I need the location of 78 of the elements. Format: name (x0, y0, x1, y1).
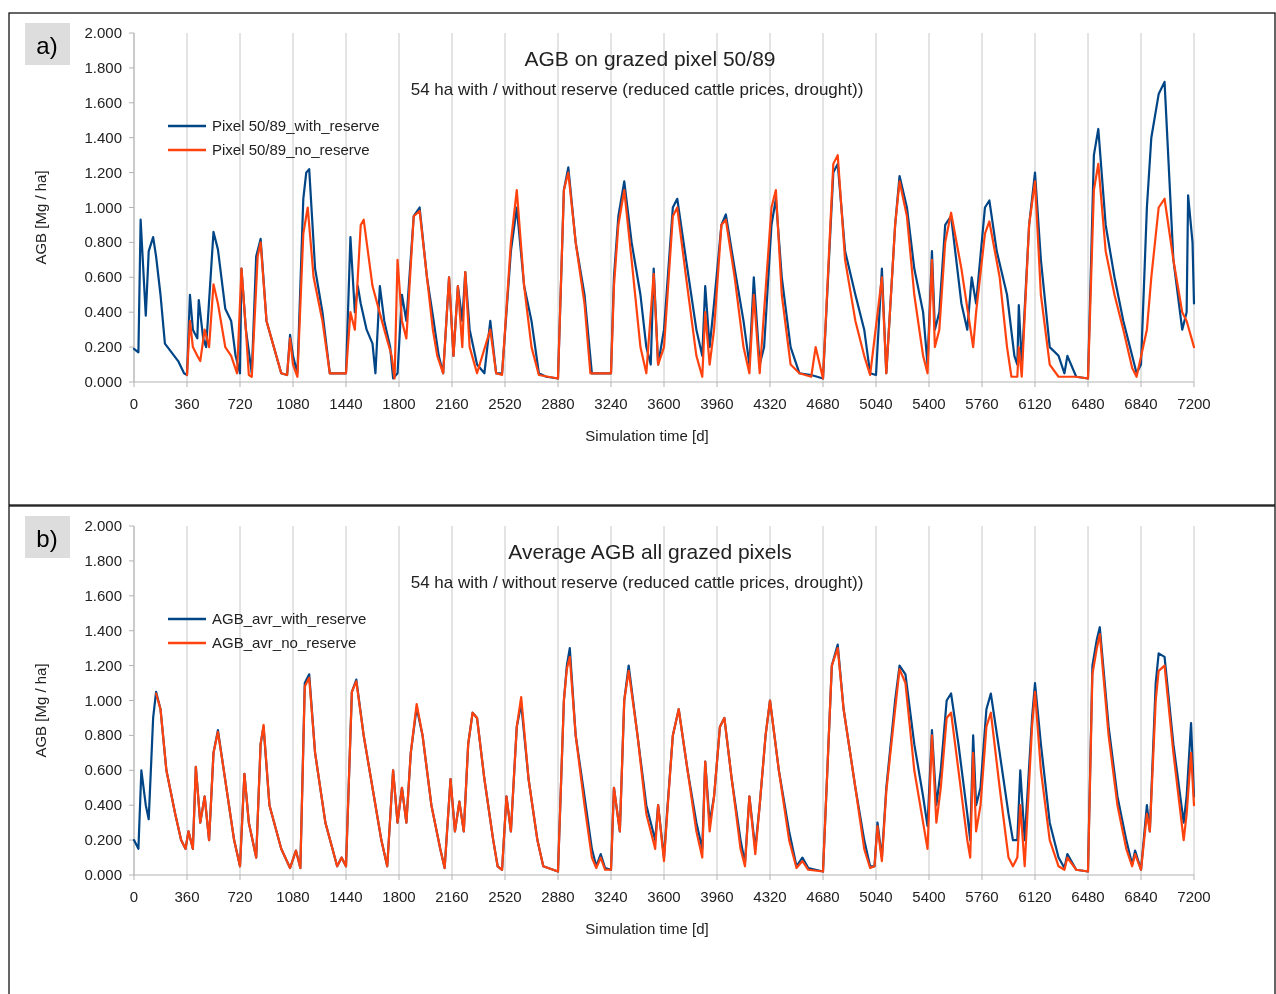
x-tick-label: 5760 (965, 888, 999, 905)
x-tick-label: 2160 (435, 888, 469, 905)
x-tick-label: 2520 (488, 888, 522, 905)
y-tick-label: 0.800 (84, 726, 122, 744)
x-tick-label: 1080 (276, 888, 310, 905)
y-axis-title: AGB [Mg / ha] (32, 663, 49, 758)
x-tick-label: 0 (129, 888, 139, 905)
y-tick-label: 1.200 (84, 656, 122, 674)
text: Average AGB all grazed pixels (508, 540, 792, 563)
x-tick-label: 2160 (435, 395, 469, 412)
x-tick-label: 3600 (647, 888, 681, 905)
x-tick-label: 3240 (594, 395, 628, 412)
y-tick-label: 1.800 (84, 58, 122, 76)
y-tick-label: 0.600 (84, 761, 122, 779)
x-tick-label: 4320 (753, 395, 787, 412)
x-tick-label: 7200 (1177, 395, 1211, 412)
x-tick-label: 5400 (912, 888, 946, 905)
x-tick-label: 2880 (541, 888, 575, 905)
y-tick-label: 0.000 (84, 373, 122, 390)
x-axis-title: Simulation time [d] (585, 427, 709, 444)
x-tick-label: 3600 (647, 395, 681, 412)
x-tick-label: 360 (174, 888, 200, 905)
x-tick-label: 5040 (859, 395, 893, 412)
x-tick-label: 6480 (1071, 395, 1105, 412)
x-tick-label: 5400 (912, 395, 946, 412)
x-tick-label: 6840 (1124, 395, 1158, 412)
y-tick-label: 1.600 (84, 586, 122, 604)
y-tick-label: 0.200 (84, 338, 122, 356)
x-tick-label: 4680 (806, 888, 840, 905)
y-tick-label: 0.400 (84, 796, 122, 814)
y-tick-label: 1.600 (84, 93, 122, 111)
y-tick-label: 1.400 (84, 128, 122, 146)
x-axis-title: Simulation time [d] (585, 920, 709, 937)
x-tick-label: 0 (129, 395, 139, 412)
y-tick-label: 1.000 (84, 691, 122, 709)
x-tick-label: 6480 (1071, 888, 1105, 905)
y-tick-label: 0.800 (84, 233, 122, 251)
y-tick-label: 1.400 (84, 621, 122, 639)
y-tick-label: 1.000 (84, 198, 122, 216)
y-tick-label: 0.600 (84, 268, 122, 286)
legend-label: AGB_avr_no_reserve (212, 634, 357, 651)
x-tick-label: 6120 (1018, 395, 1052, 412)
x-tick-label: 720 (227, 395, 253, 412)
x-tick-label: 2520 (488, 395, 522, 412)
legend-label: Pixel 50/89_with_reserve (212, 117, 380, 134)
x-tick-label: 4680 (806, 395, 840, 412)
text: 54 ha with / without reserve (reduced cattle prices, drought)) (410, 573, 864, 592)
legend-label: Pixel 50/89_no_reserve (212, 141, 370, 158)
x-tick-label: 1080 (276, 395, 310, 412)
x-tick-label: 1440 (329, 395, 363, 412)
x-tick-label: 5760 (965, 395, 999, 412)
x-tick-label: 5040 (859, 888, 893, 905)
x-tick-label: 360 (174, 395, 200, 412)
x-tick-label: 720 (227, 888, 253, 905)
text: a) (36, 32, 58, 59)
legend-label: AGB_avr_with_reserve (212, 610, 367, 627)
x-tick-label: 3960 (700, 888, 734, 905)
x-tick-label: 1800 (382, 888, 416, 905)
y-tick-label: 0.200 (84, 831, 122, 849)
x-tick-label: 1440 (329, 888, 363, 905)
y-tick-label: 1.200 (84, 163, 122, 181)
x-tick-label: 4320 (753, 888, 787, 905)
y-tick-label: 2.000 (84, 24, 122, 41)
y-tick-label: 0.400 (84, 303, 122, 321)
x-tick-label: 6840 (1124, 888, 1158, 905)
x-tick-label: 1800 (382, 395, 416, 412)
y-tick-label: 1.800 (84, 551, 122, 569)
text: 54 ha with / without reserve (reduced cattle prices, drought)) (410, 80, 864, 99)
y-tick-label: 2.000 (84, 517, 122, 534)
x-tick-label: 6120 (1018, 888, 1052, 905)
x-tick-label: 7200 (1177, 888, 1211, 905)
text: AGB on grazed pixel 50/89 (524, 47, 776, 70)
x-tick-label: 2880 (541, 395, 575, 412)
text: b) (36, 525, 58, 552)
y-axis-title: AGB [Mg / ha] (32, 170, 49, 265)
y-tick-label: 0.000 (84, 866, 122, 883)
x-tick-label: 3240 (594, 888, 628, 905)
x-tick-label: 3960 (700, 395, 734, 412)
